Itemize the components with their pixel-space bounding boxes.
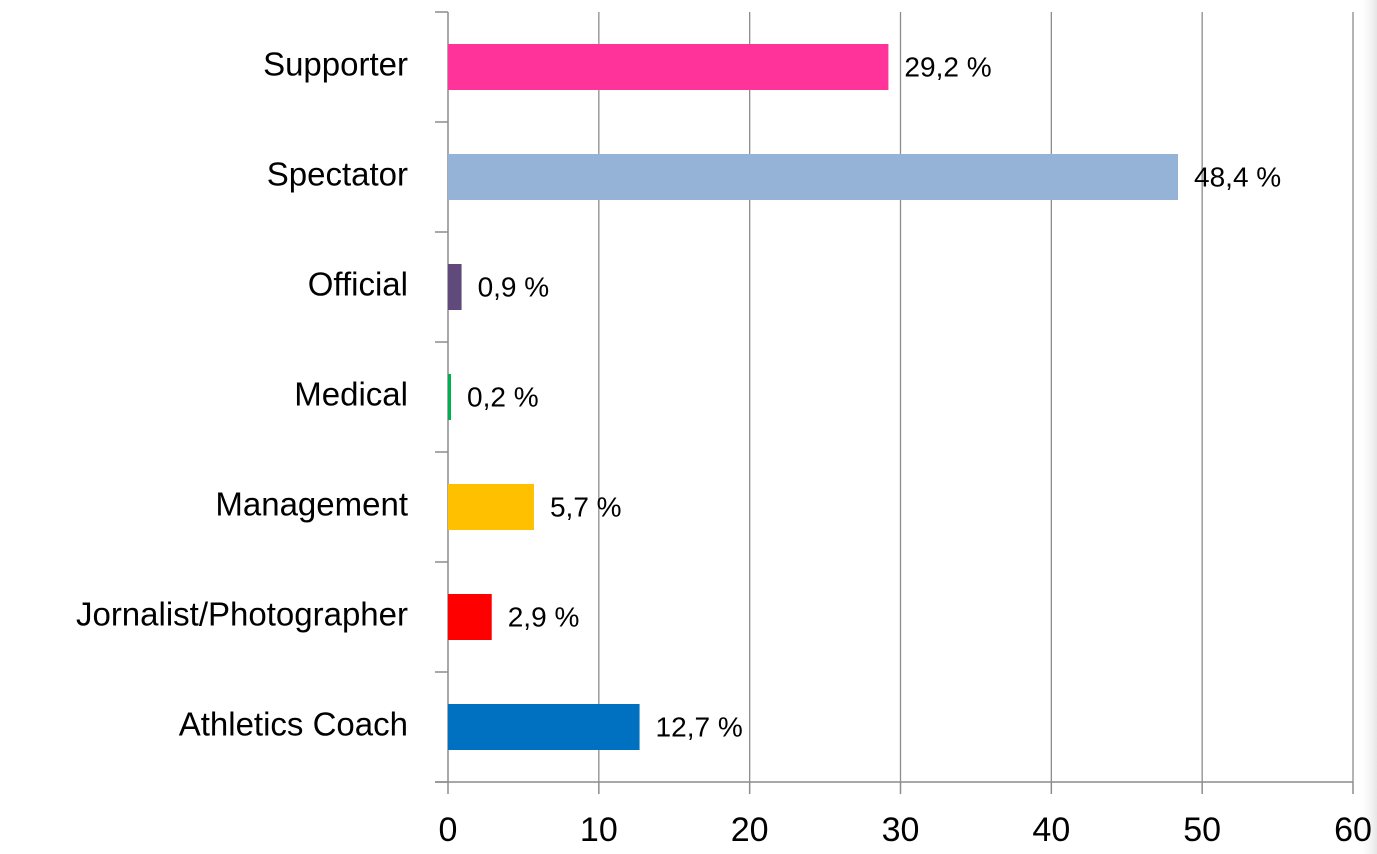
edge-shadow — [1357, 0, 1377, 854]
x-tick-label: 30 — [882, 811, 920, 849]
category-label: Spectator — [267, 156, 408, 193]
bar — [448, 374, 452, 420]
value-label: 5,7 % — [550, 491, 622, 522]
bar — [448, 44, 889, 90]
bar — [448, 154, 1179, 200]
category-label: Management — [215, 486, 408, 523]
category-label: Medical — [294, 376, 408, 413]
x-tick-label: 0 — [439, 811, 458, 849]
value-label: 0,2 % — [467, 381, 539, 412]
x-tick-label: 10 — [580, 811, 618, 849]
value-label: 0,9 % — [478, 271, 550, 302]
value-label: 48,4 % — [1194, 161, 1281, 192]
category-label: Supporter — [263, 46, 408, 83]
bar — [448, 594, 492, 640]
x-tick-label: 60 — [1334, 811, 1372, 849]
category-label: Official — [308, 266, 408, 303]
x-tick-label: 50 — [1183, 811, 1221, 849]
value-label: 12,7 % — [656, 711, 743, 742]
category-label: Athletics Coach — [179, 706, 408, 743]
value-label: 2,9 % — [508, 601, 580, 632]
bar — [448, 484, 534, 530]
category-label: Jornalist/Photographer — [76, 596, 408, 633]
bar — [448, 264, 462, 310]
x-tick-label: 20 — [731, 811, 769, 849]
bar — [448, 704, 640, 750]
x-tick-label: 40 — [1032, 811, 1070, 849]
value-label: 29,2 % — [904, 51, 991, 82]
